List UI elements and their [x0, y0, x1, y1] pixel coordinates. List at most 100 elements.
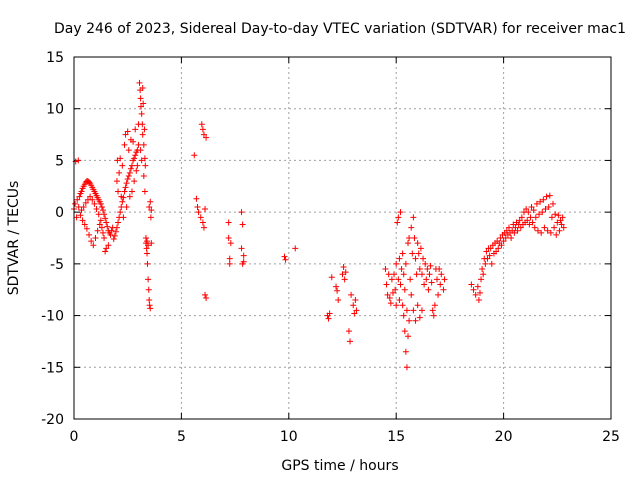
- data-point: [517, 224, 524, 231]
- data-point: [145, 276, 152, 283]
- x-tick-label: 20: [495, 429, 513, 445]
- data-point: [102, 248, 109, 255]
- data-point: [90, 242, 97, 249]
- data-point: [424, 266, 431, 273]
- data-point: [402, 260, 409, 267]
- data-point: [98, 224, 105, 231]
- data-point: [406, 235, 413, 241]
- data-point: [414, 302, 421, 309]
- data-point: [92, 235, 99, 241]
- data-point: [500, 238, 507, 245]
- data-point: [125, 172, 132, 179]
- data-point: [138, 157, 145, 164]
- data-point: [239, 260, 246, 267]
- data-point: [352, 297, 359, 304]
- data-point: [87, 193, 94, 200]
- data-point: [399, 302, 406, 309]
- data-point: [530, 207, 537, 214]
- data-point: [140, 172, 147, 179]
- data-point: [135, 141, 142, 148]
- data-point: [556, 227, 563, 234]
- data-point: [524, 217, 531, 224]
- data-point: [412, 317, 419, 324]
- data-point: [533, 200, 540, 207]
- data-point: [403, 307, 410, 314]
- data-point: [417, 245, 424, 252]
- data-point: [139, 85, 146, 92]
- data-point: [340, 263, 347, 270]
- data-point: [502, 235, 509, 241]
- data-point: [121, 141, 128, 148]
- data-point: [554, 219, 561, 226]
- data-point: [402, 348, 409, 355]
- data-point: [111, 232, 118, 239]
- data-point: [128, 162, 135, 169]
- data-point: [73, 214, 80, 221]
- data-point: [387, 300, 394, 307]
- data-point: [103, 219, 110, 226]
- data-point: [407, 276, 414, 283]
- data-point: [482, 260, 489, 267]
- data-point: [120, 194, 127, 201]
- data-point: [202, 206, 209, 213]
- data-point: [200, 224, 207, 231]
- data-point: [418, 307, 425, 314]
- data-point: [393, 260, 400, 267]
- data-point: [123, 203, 130, 210]
- data-point: [120, 214, 127, 221]
- data-point: [75, 157, 82, 164]
- data-point: [138, 110, 145, 117]
- data-point: [130, 138, 137, 145]
- data-point: [333, 283, 340, 290]
- data-point: [405, 333, 412, 340]
- data-point: [325, 315, 332, 322]
- plot-frame: [73, 56, 612, 420]
- data-point: [391, 271, 398, 278]
- x-tick-label: 10: [280, 429, 298, 445]
- data-point: [145, 286, 152, 293]
- data-point: [124, 176, 131, 183]
- data-point: [128, 188, 135, 195]
- data-point: [399, 250, 406, 257]
- data-point: [425, 286, 432, 293]
- data-point: [145, 242, 152, 249]
- data-point: [77, 212, 84, 219]
- data-point: [132, 152, 139, 159]
- data-point: [493, 248, 500, 255]
- data-point: [122, 131, 129, 138]
- data-point: [345, 328, 352, 335]
- data-point: [108, 227, 115, 234]
- data-point: [543, 193, 550, 200]
- data-point: [146, 203, 153, 210]
- data-point: [335, 297, 342, 304]
- data-point: [139, 131, 146, 138]
- data-point: [202, 291, 209, 298]
- data-point: [410, 214, 417, 221]
- data-point: [118, 203, 125, 210]
- data-point: [536, 211, 543, 218]
- data-point: [76, 193, 83, 200]
- data-point: [144, 250, 151, 257]
- data-point: [396, 297, 403, 304]
- data-point: [401, 286, 408, 293]
- data-point: [488, 260, 495, 267]
- data-point: [140, 141, 147, 148]
- data-point: [437, 281, 444, 288]
- data-point: [227, 240, 234, 247]
- data-point: [531, 224, 538, 231]
- data-point: [86, 179, 93, 186]
- data-point: [408, 224, 415, 231]
- data-point: [392, 286, 399, 293]
- data-point: [384, 291, 391, 298]
- data-point: [558, 221, 565, 228]
- data-point: [240, 252, 247, 259]
- data-point: [350, 302, 357, 309]
- x-tick-label: 25: [602, 429, 620, 445]
- data-point: [480, 271, 487, 278]
- data-point: [80, 203, 87, 210]
- data-point: [476, 289, 483, 296]
- data-point: [113, 224, 120, 231]
- data-point: [81, 221, 88, 228]
- data-point: [348, 291, 355, 298]
- data-point: [410, 307, 417, 314]
